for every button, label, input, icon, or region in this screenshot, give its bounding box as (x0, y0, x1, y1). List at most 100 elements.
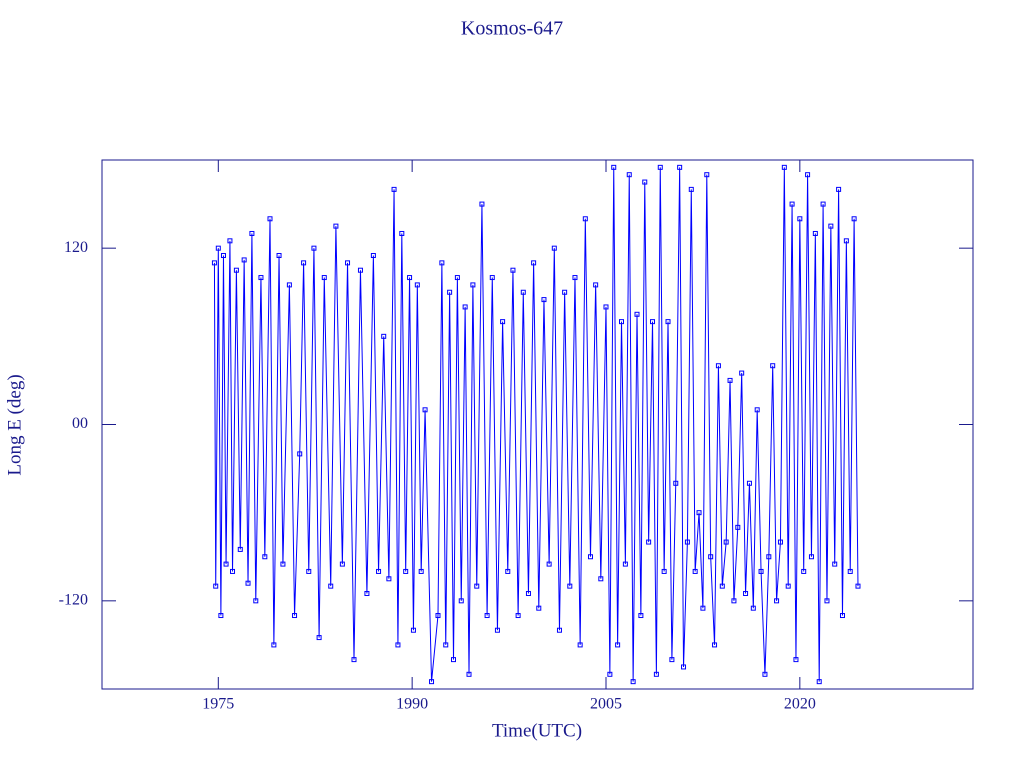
data-point (280, 561, 286, 567)
data-point (370, 253, 376, 259)
data-point (836, 186, 842, 192)
data-point (785, 583, 791, 589)
x-tick-label: 2005 (590, 696, 622, 713)
data-point (824, 598, 830, 604)
data-point (851, 216, 857, 222)
data-point (665, 319, 671, 325)
y-tick-label: -120 (59, 592, 88, 609)
data-point (577, 642, 583, 648)
data-point (603, 304, 609, 310)
data-point (572, 275, 578, 281)
data-point (712, 642, 718, 648)
data-point (735, 524, 741, 530)
data-point (832, 561, 838, 567)
data-point (669, 657, 675, 663)
data-point (422, 407, 428, 413)
data-point (739, 370, 745, 376)
data-point (276, 253, 282, 259)
data-point (267, 216, 273, 222)
data-point (653, 671, 659, 677)
data-point (414, 282, 420, 288)
data-point (494, 627, 500, 633)
data-point (727, 377, 733, 383)
data-point (218, 613, 224, 619)
series-line (213, 167, 859, 682)
x-axis-label: Time(UTC) (492, 720, 582, 741)
data-point (762, 671, 768, 677)
data-point (386, 576, 392, 582)
data-point (673, 480, 679, 486)
data-point (451, 657, 457, 663)
data-point (399, 230, 405, 236)
data-point (805, 172, 811, 178)
x-tick-label: 2020 (784, 696, 816, 713)
data-point (766, 554, 772, 560)
chart-title: Kosmos-647 (461, 18, 563, 40)
data-point (562, 289, 568, 295)
data-point (510, 267, 516, 273)
data-point (634, 311, 640, 317)
data-point (230, 568, 236, 574)
data-point (447, 289, 453, 295)
data-point (731, 598, 737, 604)
data-point (546, 561, 552, 567)
data-point (847, 568, 853, 574)
data-point (454, 275, 460, 281)
y-tick-label: 120 (64, 239, 88, 256)
data-point (237, 546, 243, 552)
data-point (489, 275, 495, 281)
data-point (593, 282, 599, 288)
data-point (484, 613, 490, 619)
data-point (638, 613, 644, 619)
x-tick-label: 1975 (202, 696, 234, 713)
data-point (770, 363, 776, 369)
data-point (479, 201, 485, 207)
data-point (505, 568, 511, 574)
data-point (220, 253, 226, 259)
data-point (750, 605, 756, 611)
data-point (253, 598, 259, 604)
data-point (646, 539, 652, 545)
data-point (439, 260, 445, 266)
data-point (227, 238, 233, 244)
data-point (855, 583, 861, 589)
data-point (211, 260, 217, 266)
data-point (642, 179, 648, 185)
data-point (245, 580, 251, 586)
data-point (587, 554, 593, 560)
data-point (376, 568, 382, 574)
data-point (582, 216, 588, 222)
x-tick-label: 1990 (396, 696, 428, 713)
data-point (812, 230, 818, 236)
data-point (615, 642, 621, 648)
data-point (692, 568, 698, 574)
data-point (418, 568, 424, 574)
data-point (458, 598, 464, 604)
data-point (536, 605, 542, 611)
data-point (262, 554, 268, 560)
data-point (515, 613, 521, 619)
data-point (688, 186, 694, 192)
data-point (696, 510, 702, 516)
data-point (241, 257, 247, 263)
data-point (466, 671, 472, 677)
data-point (301, 260, 307, 266)
data-point (622, 561, 628, 567)
data-point (754, 407, 760, 413)
data-point (820, 201, 826, 207)
data-point (223, 561, 229, 567)
data-point (661, 568, 667, 574)
data-point (249, 230, 255, 236)
data-point (715, 363, 721, 369)
data-point (520, 289, 526, 295)
data-point (650, 319, 656, 325)
data-point (316, 635, 322, 641)
data-point (328, 583, 334, 589)
data-point (598, 576, 604, 582)
data-point (611, 164, 617, 170)
data-point (839, 613, 845, 619)
data-point (297, 451, 303, 457)
data-point (704, 172, 710, 178)
data-point (403, 568, 409, 574)
